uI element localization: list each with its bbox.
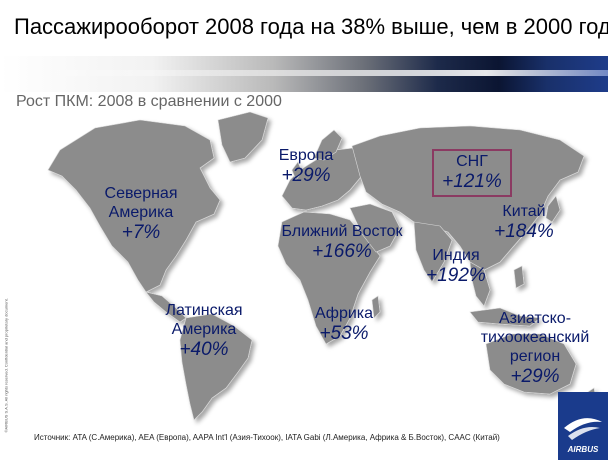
region-value: +29% <box>510 366 560 387</box>
middle-east-shape <box>349 203 401 253</box>
region-name: Латинская Америка <box>165 302 243 338</box>
cis-highlight-box <box>432 149 512 197</box>
uk-shape <box>291 161 303 181</box>
region-value: +29% <box>281 165 331 186</box>
banner-streak <box>0 70 608 76</box>
svg-text:AIRBUS: AIRBUS <box>567 445 599 454</box>
indonesia-shape <box>469 307 541 327</box>
region-name: Азиатско-тихоокеанский регион <box>480 310 590 365</box>
indochina-shape <box>469 261 491 307</box>
region-value: +184% <box>494 221 554 242</box>
region-north-america: Северная Америка +7% <box>96 184 186 244</box>
north-america-shape <box>47 119 221 293</box>
region-middle-east: Ближний Восток +166% <box>272 222 412 263</box>
japan-shape <box>545 195 561 223</box>
region-name: Китай <box>502 203 546 220</box>
madagascar-shape <box>371 295 381 319</box>
region-value: +53% <box>319 323 369 344</box>
region-name: Индия <box>432 247 480 264</box>
region-value: +121% <box>442 171 502 192</box>
region-value: +192% <box>426 265 486 286</box>
australia-shape <box>485 333 577 395</box>
region-name: СНГ <box>456 153 488 170</box>
central-america-shape <box>145 291 187 323</box>
india-shape <box>413 221 453 283</box>
region-value: +166% <box>312 241 372 262</box>
region-name: Африка <box>314 305 374 322</box>
region-name: Северная Америка <box>104 185 178 221</box>
scandinavia-shape <box>313 129 343 161</box>
region-cis: СНГ +121% <box>432 152 512 193</box>
source-note: Источник: ATA (С.Америка), AEA (Европа),… <box>34 433 500 442</box>
region-asia-pacific: Азиатско-тихоокеанский регион +29% <box>470 309 600 388</box>
south-america-shape <box>179 313 253 421</box>
copyright-note: ©AIRBUS S.A.S. All rights reserved. Conf… <box>3 298 9 433</box>
airbus-logo-icon: AIRBUS <box>558 392 608 460</box>
region-name: Ближний Восток <box>281 223 403 240</box>
region-africa: Африка +53% <box>306 304 382 345</box>
region-india: Индия +192% <box>418 246 494 287</box>
subtitle: Рост ПКМ: 2008 в сравнении с 2000 <box>16 93 282 110</box>
region-value: +7% <box>121 222 161 243</box>
region-value: +40% <box>179 339 229 360</box>
region-latin-america: Латинская Америка +40% <box>158 301 250 361</box>
airbus-logo: AIRBUS <box>558 392 608 460</box>
philippines-shape <box>513 265 525 289</box>
africa-shape <box>277 211 381 345</box>
region-china: Китай +184% <box>486 202 562 243</box>
asia-shape <box>351 125 585 271</box>
greenland-shape <box>217 111 269 163</box>
page-title: Пассажирооборот 2008 года на 38% выше, ч… <box>14 14 608 39</box>
region-name: Европа <box>278 147 334 164</box>
region-europe: Европа +29% <box>268 146 344 187</box>
